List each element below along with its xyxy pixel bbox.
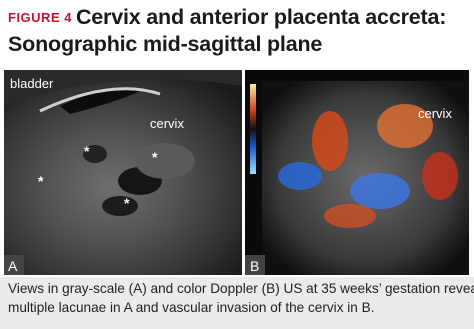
annotation: bladder [10,76,54,91]
doppler-flow [324,204,376,228]
ultrasound-images: bladder cervix * * * * A cervix B [4,70,469,275]
doppler-flow [312,111,348,171]
bladder-shape [60,90,140,114]
color-scale [250,84,256,174]
title-text: Cervix and anterior placenta accreta: [75,5,447,29]
caption: Views in gray-scale (A) and color Dopple… [0,277,474,329]
doppler-flow [350,173,410,209]
doppler-flow [278,162,322,190]
panel-a: bladder cervix * * * * A [4,70,242,275]
annotation: * [38,173,44,189]
lacuna [102,196,138,216]
caption-line: Views in gray-scale (A) and color Dopple… [8,281,474,296]
wall [39,87,161,113]
label-box [245,255,265,275]
cervix-tissue [135,143,195,179]
label-box [4,255,24,275]
figure-label: FIGURE 4 [8,10,72,25]
caption-line: multiple lacunae in A and vascular invas… [8,300,375,315]
annotation: * [84,143,90,159]
annotation: cervix [150,116,184,131]
title-line: Sonographic mid-sagittal plane [8,32,323,56]
annotation: * [152,149,158,165]
panel-b: cervix B [245,70,469,275]
title-line: FIGURE 4 Cervix and anterior placenta acc… [8,4,470,31]
annotation: * [124,195,130,211]
annotation: cervix [418,106,452,121]
lacuna [83,145,107,163]
figure-header: FIGURE 4 Cervix and anterior placenta acc… [8,4,470,58]
panel-label: B [250,258,259,274]
panel-label: A [8,258,18,274]
doppler-flow [422,152,458,200]
doppler-flow [377,104,433,148]
